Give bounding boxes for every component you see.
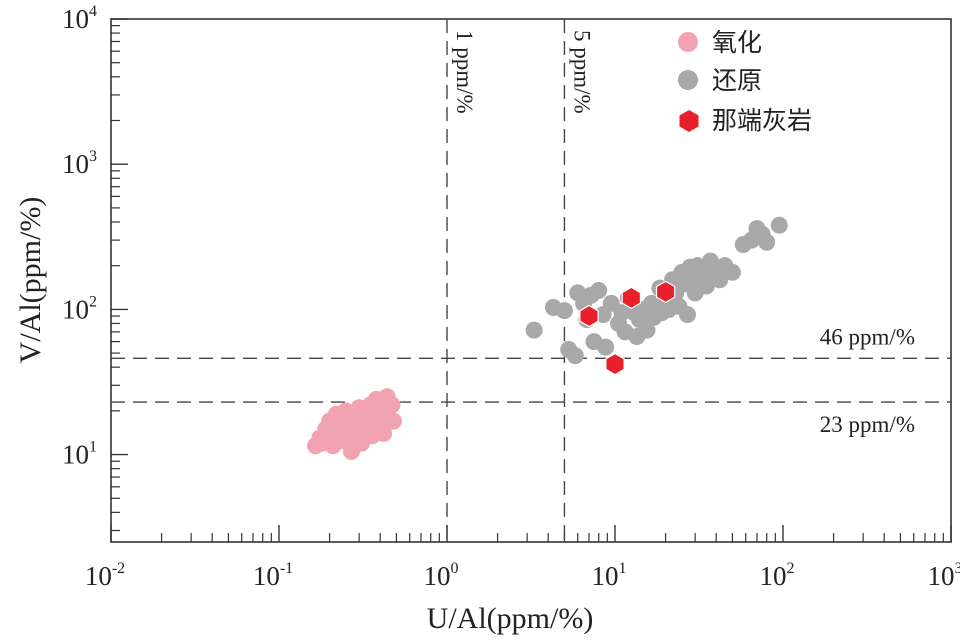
x-tick-label: 101 (592, 560, 627, 591)
y-tick-label: 103 (62, 148, 97, 179)
point-reduced (758, 233, 776, 251)
point-reduced (638, 321, 656, 339)
legend-label-oxidized: 氧化 (712, 28, 762, 57)
ref-line-label: 23 ppm/% (820, 412, 915, 437)
point-reduced (597, 338, 615, 356)
reference-lines: 1 ppm/% 5 ppm/% 46 ppm/% 23 ppm/% (111, 19, 951, 542)
major-ticks (110, 18, 952, 542)
legend-marker-oxidized (678, 32, 698, 52)
legend-marker-naduan-limestone (679, 110, 699, 132)
data-points (307, 216, 788, 461)
legend: 氧化 还原 那端灰岩 (678, 28, 812, 135)
point-naduan-limestone (605, 352, 625, 376)
point-reduced (590, 281, 608, 299)
point-oxidized (384, 412, 402, 430)
legend-label-naduan-limestone: 那端灰岩 (712, 106, 812, 135)
point-naduan-limestone (655, 280, 676, 304)
legend-label-reduced: 还原 (712, 66, 762, 95)
ref-line-label: 46 ppm/% (820, 324, 915, 349)
point-naduan-limestone (621, 286, 642, 310)
point-reduced (701, 252, 719, 270)
x-axis-title: U/Al(ppm/%) (427, 602, 594, 635)
legend-marker-reduced (678, 70, 698, 90)
y-tick-label: 104 (62, 3, 97, 34)
ref-line-label: 1 ppm/% (452, 30, 477, 114)
point-reduced (566, 347, 584, 365)
y-tick-label: 101 (62, 439, 97, 470)
x-tick-label: 10-2 (85, 560, 125, 591)
point-naduan-limestone (579, 304, 599, 328)
point-reduced (770, 216, 788, 234)
x-tick-label: 10-1 (253, 560, 293, 591)
point-oxidized (383, 396, 401, 414)
y-tick-label: 102 (62, 293, 97, 324)
plot-area (110, 18, 952, 543)
x-tick-label: 100 (424, 560, 459, 591)
y-axis-title: V/Al(ppm/%) (14, 197, 47, 364)
point-reduced (525, 321, 543, 339)
x-tick-label: 102 (760, 560, 795, 591)
point-reduced (723, 263, 741, 281)
minor-ticks (111, 25, 944, 542)
ref-line-label: 5 ppm/% (569, 30, 594, 114)
point-oxidized (375, 424, 393, 442)
point-reduced (613, 304, 631, 322)
point-reduced (555, 302, 573, 320)
point-reduced (711, 271, 729, 289)
point-reduced (678, 306, 696, 324)
x-tick-label: 103 (928, 560, 960, 591)
